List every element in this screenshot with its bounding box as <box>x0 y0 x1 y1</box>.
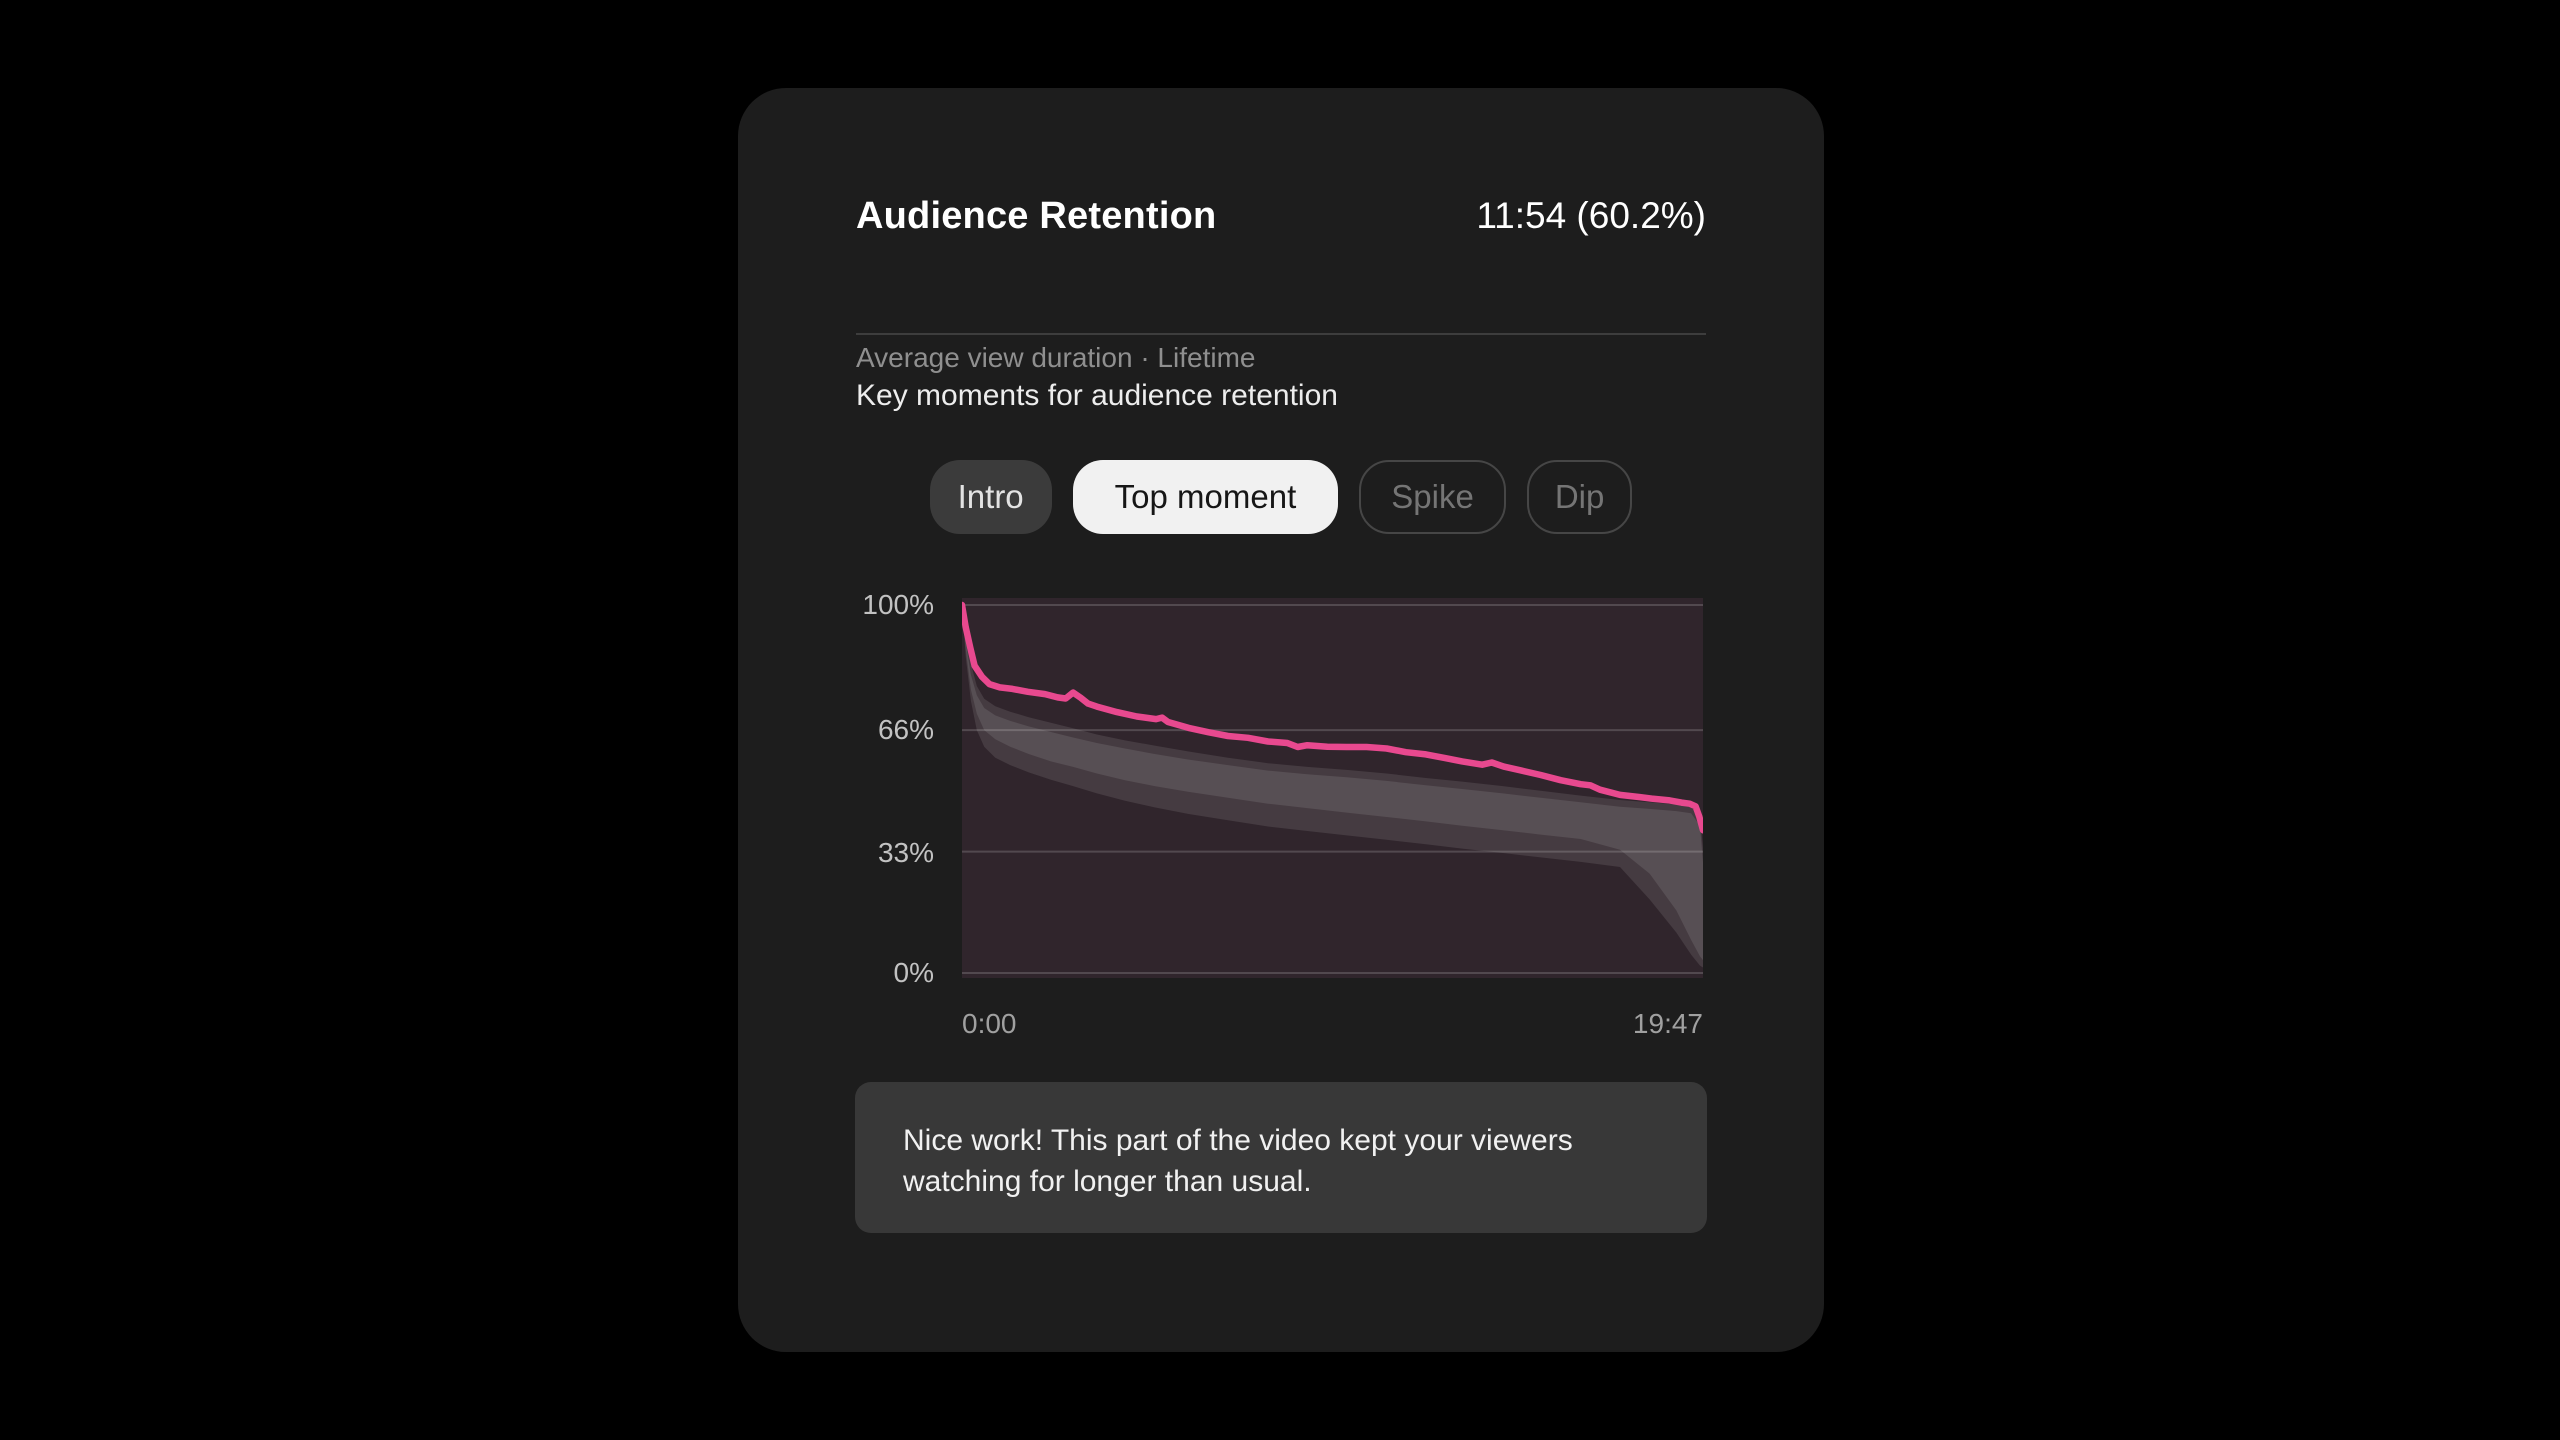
audience-retention-card: Audience Retention 11:54 (60.2%) Average… <box>738 88 1824 1352</box>
chip-spike[interactable]: Spike <box>1359 460 1506 534</box>
divider <box>856 333 1706 335</box>
y-axis-label-33: 33% <box>877 837 934 868</box>
x-axis-label-end: 19:47 <box>1632 1008 1703 1039</box>
insight-message-box: Nice work! This part of the video kept y… <box>855 1082 1707 1233</box>
key-moments-label: Key moments for audience retention <box>856 379 1338 412</box>
card-header: Audience Retention 11:54 (60.2%) <box>856 192 1706 240</box>
y-axis-label-66: 66% <box>877 714 934 745</box>
chip-intro[interactable]: Intro <box>929 460 1052 534</box>
avg-view-duration-stat: 11:54 (60.2%) <box>1476 195 1706 236</box>
card-title: Audience Retention <box>856 194 1217 237</box>
insight-message-text: Nice work! This part of the video kept y… <box>903 1124 1573 1198</box>
retention-chart-svg <box>962 598 1703 978</box>
x-axis-labels: 0:00 19:47 <box>962 1006 1703 1042</box>
chip-top-moment[interactable]: Top moment <box>1072 460 1339 534</box>
retention-chart[interactable] <box>962 598 1703 978</box>
chip-dip[interactable]: Dip <box>1526 460 1633 534</box>
y-axis-label-100: 100% <box>862 589 934 620</box>
x-axis-label-start: 0:00 <box>962 1008 1017 1039</box>
key-moment-chips: Intro Top moment Spike Dip <box>856 460 1706 534</box>
y-axis-label-0: 0% <box>893 957 934 988</box>
card-subtitle: Average view duration · Lifetime <box>856 342 1256 373</box>
